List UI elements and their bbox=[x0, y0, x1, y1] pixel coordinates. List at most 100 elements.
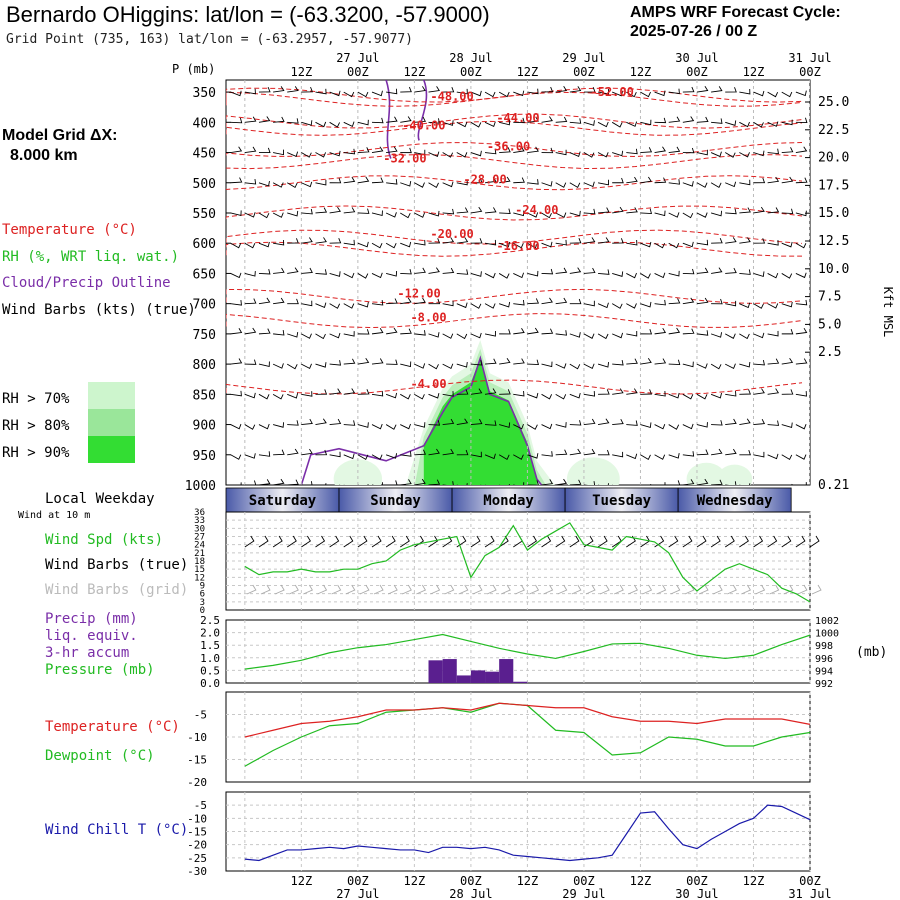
wind-barb bbox=[343, 453, 355, 460]
wind-barb bbox=[230, 242, 242, 249]
wind-barb-grid bbox=[529, 584, 540, 595]
wind-barb bbox=[371, 454, 383, 460]
wind-barb bbox=[414, 422, 426, 428]
wind-tick-label: 3 bbox=[200, 598, 205, 608]
wind-barb bbox=[795, 210, 807, 217]
wind-barb bbox=[301, 267, 313, 274]
wind-barb bbox=[682, 147, 695, 154]
wind-barb bbox=[569, 86, 582, 93]
wind-barb bbox=[640, 176, 652, 184]
wind-barb-true bbox=[724, 535, 735, 548]
wind-barb bbox=[456, 362, 468, 368]
wind-barb bbox=[470, 388, 483, 395]
wind-barb bbox=[583, 267, 596, 274]
wind-barb bbox=[386, 359, 398, 365]
wind-barb bbox=[569, 448, 582, 456]
wind-barb bbox=[400, 423, 411, 430]
wind-barb bbox=[597, 302, 609, 309]
wind-barb bbox=[456, 389, 469, 395]
wind-barb-true bbox=[343, 535, 354, 548]
hour-label-top: 12Z bbox=[517, 65, 539, 79]
wind-barb bbox=[273, 116, 285, 123]
wind-barb bbox=[442, 208, 455, 215]
wind-barb bbox=[767, 272, 779, 279]
wind-barb bbox=[781, 357, 794, 365]
wind-barb bbox=[767, 453, 779, 460]
pressure-tick-label: 1000 bbox=[815, 629, 839, 640]
wind-barb bbox=[386, 480, 398, 485]
wind-barb bbox=[739, 207, 751, 214]
wind-barb bbox=[597, 418, 610, 425]
wind-barb bbox=[258, 147, 271, 154]
wind-barb bbox=[739, 483, 751, 485]
wind-barb bbox=[258, 86, 271, 93]
wind-barb-true bbox=[541, 535, 552, 548]
wind-barb bbox=[230, 454, 242, 460]
wind-barb bbox=[795, 424, 807, 430]
temperature-contour bbox=[226, 91, 803, 107]
wind-barb bbox=[230, 358, 243, 365]
wind-barb bbox=[272, 422, 285, 428]
wind-barb bbox=[442, 152, 454, 158]
wind-barb-true bbox=[286, 535, 297, 548]
wind-barb bbox=[767, 330, 779, 337]
wind-barb bbox=[795, 90, 807, 97]
wind-barb bbox=[258, 269, 271, 275]
wind-barb bbox=[767, 148, 779, 155]
wind-barb bbox=[371, 210, 383, 217]
wind-barb bbox=[654, 146, 666, 153]
wind-barb bbox=[244, 116, 257, 123]
wind-chill-panel-frame bbox=[225, 791, 811, 872]
wind-tick-label: 0 bbox=[200, 606, 205, 616]
wind-barb bbox=[301, 448, 313, 456]
wind-barb bbox=[781, 273, 793, 279]
wind-barb bbox=[484, 148, 497, 155]
wind-barb bbox=[583, 300, 595, 307]
wind-barb bbox=[781, 454, 793, 461]
wind-barb bbox=[456, 179, 468, 186]
wind-barb bbox=[414, 116, 426, 123]
wind-barb bbox=[541, 479, 554, 485]
wind-tick-label: 24 bbox=[194, 541, 205, 551]
wind-barb bbox=[456, 483, 468, 485]
wind-barb bbox=[668, 270, 680, 277]
wind-barb bbox=[371, 272, 383, 279]
wind-barb bbox=[555, 330, 567, 336]
wind-barb bbox=[527, 480, 539, 485]
wind-barb bbox=[470, 121, 482, 128]
wind-barb bbox=[315, 179, 327, 186]
wind-tick-label: 33 bbox=[194, 516, 205, 526]
wind-barb bbox=[428, 479, 441, 485]
wind-barb bbox=[400, 393, 411, 400]
wind-barb bbox=[230, 117, 243, 124]
wind-barb bbox=[230, 272, 242, 279]
wind-barb bbox=[668, 327, 681, 335]
wind-barb-grid bbox=[769, 584, 780, 595]
wind-barb bbox=[640, 329, 653, 335]
date-label-top: 30 Jul bbox=[675, 51, 718, 65]
wind-barb bbox=[343, 239, 355, 246]
wind-barb bbox=[781, 208, 794, 215]
wind-barb-true bbox=[244, 535, 255, 548]
wind-barb bbox=[569, 118, 582, 124]
wind-barb bbox=[498, 454, 510, 461]
wind-barb bbox=[626, 420, 638, 426]
wind-barb-grid bbox=[387, 584, 398, 595]
wind-barb bbox=[357, 176, 370, 184]
wind-barb-true bbox=[357, 535, 368, 548]
wind-barb-grid bbox=[741, 584, 752, 595]
wind-barb bbox=[400, 297, 412, 305]
wind-barb bbox=[513, 299, 525, 306]
wind-barb bbox=[696, 116, 709, 123]
wind-barb bbox=[753, 418, 766, 426]
wind-barb bbox=[725, 481, 737, 485]
wind-barb bbox=[513, 242, 524, 249]
wind-barb bbox=[753, 238, 766, 244]
rh70-swatch bbox=[88, 382, 135, 409]
wind-barb bbox=[428, 420, 441, 426]
pressure-axis-title: P (mb) bbox=[172, 62, 215, 76]
wind-barb bbox=[258, 297, 271, 305]
precip-tick-label: 0.5 bbox=[200, 664, 220, 677]
hour-label-top: 00Z bbox=[799, 65, 821, 79]
